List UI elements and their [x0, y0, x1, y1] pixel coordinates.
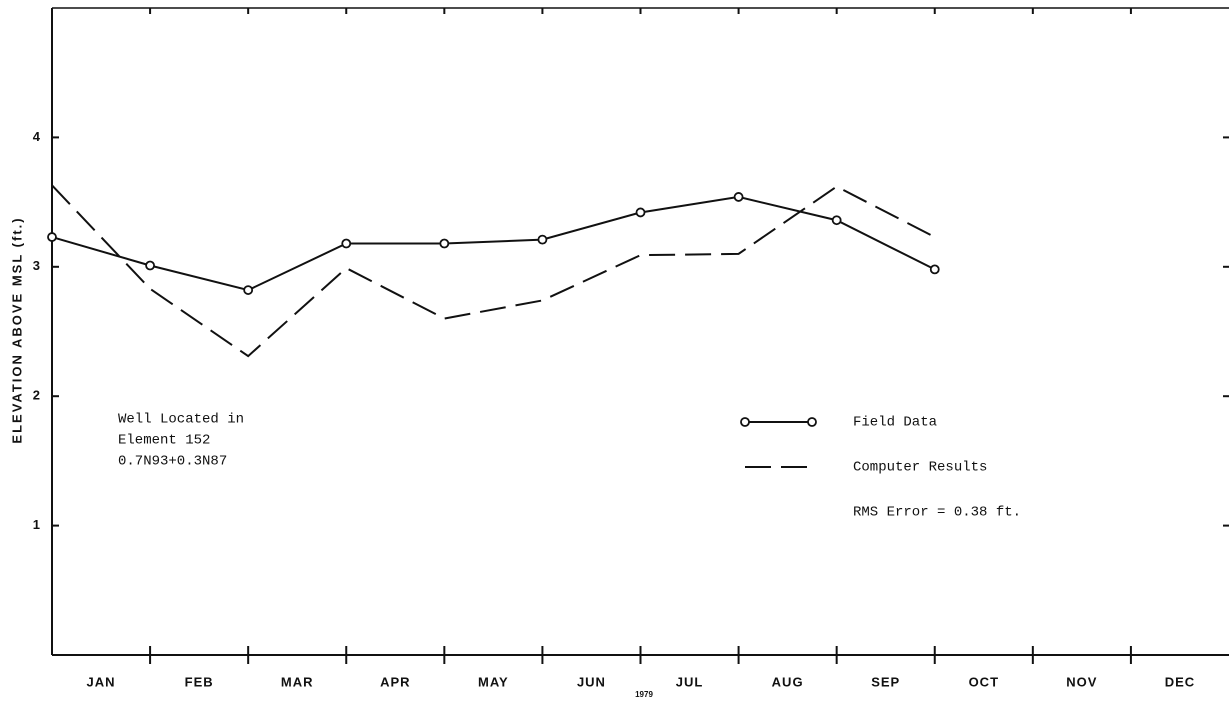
data-point: [145, 260, 155, 271]
x-tick-label: APR: [380, 674, 410, 689]
annotation: 0.7N93+0.3N87: [118, 454, 227, 470]
data-point: [635, 207, 646, 218]
x-tick-label: JUN: [577, 674, 606, 689]
data-point: [439, 238, 450, 249]
y-axis-label: ELEVATION ABOVE MSL (ft.): [9, 216, 24, 443]
y-tick-label: 4: [33, 129, 41, 144]
y-tick-label: 1: [33, 517, 40, 532]
x-tick-label: JUL: [676, 674, 704, 689]
y-tick-label: 2: [33, 388, 40, 403]
annotation: Well Located in: [118, 412, 244, 428]
data-point: [537, 234, 548, 245]
data-point: [341, 238, 352, 249]
x-tick-label: AUG: [772, 674, 804, 689]
note: RMS Error = 0.38 ft.: [853, 505, 1021, 521]
x-tick-label: OCT: [969, 674, 999, 689]
x-axis-label: 1979: [635, 690, 653, 699]
x-tick-label: DEC: [1165, 674, 1195, 689]
legend-label: Computer Results: [853, 460, 987, 476]
x-tick-label: JAN: [87, 674, 116, 689]
x-tick-label: MAR: [281, 674, 314, 689]
x-tick-label: MAY: [478, 674, 509, 689]
data-point: [929, 264, 940, 275]
series-line: [51, 184, 936, 358]
series-line: [51, 195, 936, 292]
annotation: Element 152: [118, 433, 210, 449]
data-point: [243, 285, 254, 295]
legend-label: Field Data: [853, 415, 937, 431]
data-point: [831, 215, 842, 226]
x-tick-label: NOV: [1066, 674, 1097, 689]
legend-marker: [740, 417, 750, 427]
legend-marker: [807, 417, 817, 427]
data-point: [733, 192, 744, 202]
x-tick-label: FEB: [185, 674, 214, 689]
y-tick-label: 3: [33, 258, 40, 273]
x-tick-label: SEP: [871, 674, 900, 689]
data-point: [47, 232, 57, 242]
